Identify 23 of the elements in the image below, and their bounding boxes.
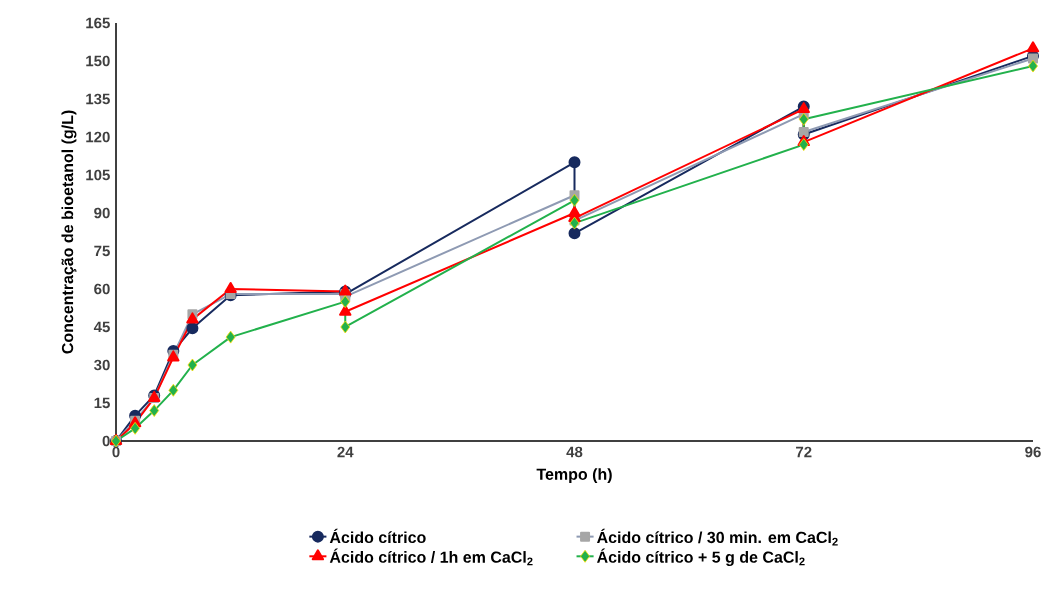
- y-tick-label: 60: [94, 283, 110, 295]
- legend-label: Ácido cítrico / 1h em CaCl$_{2}$: [329, 548, 533, 566]
- x-axis-title: Tempo (h): [536, 468, 612, 484]
- x-tick-label: 96: [1025, 446, 1041, 458]
- x-tick-label: 72: [796, 446, 812, 458]
- x-tick-label: 0: [112, 446, 120, 458]
- x-tick-label: 48: [566, 446, 583, 458]
- y-tick-label: 135: [86, 93, 110, 105]
- legend-label: Ácido cítrico: [329, 528, 426, 544]
- y-tick-label: 30: [94, 359, 110, 371]
- y-tick-label: 75: [94, 245, 110, 257]
- y-tick-label: 0: [102, 435, 110, 447]
- y-tick-label: 165: [86, 17, 110, 29]
- y-tick-label: 90: [94, 207, 110, 219]
- y-tick-label: 15: [94, 397, 110, 409]
- y-tick-label: 120: [86, 131, 110, 143]
- y-axis-title: Concentração de bioetanol (g/L): [61, 110, 77, 354]
- legend-label: Ácido cítrico / 30 min. em CaCl$_{2}$: [596, 528, 838, 546]
- legend-label: Ácido cítrico + 5 g de CaCl$_{2}$: [596, 548, 805, 567]
- y-tick-label: 150: [86, 55, 110, 67]
- x-tick-label: 24: [337, 446, 354, 458]
- y-tick-label: 45: [93, 321, 110, 333]
- y-tick-label: 105: [86, 169, 110, 181]
